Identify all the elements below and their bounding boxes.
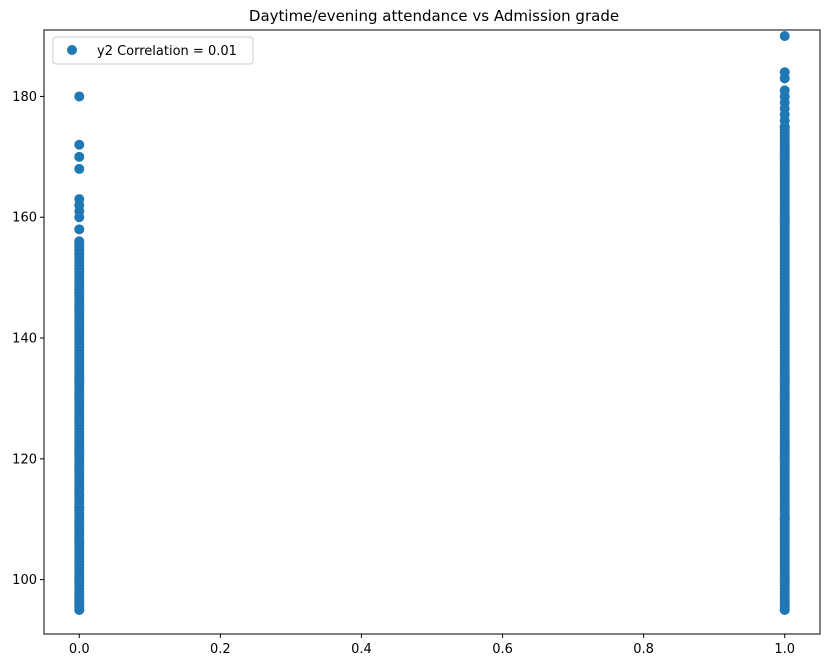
x-tick-label: 0.4 bbox=[351, 642, 372, 657]
data-point bbox=[74, 139, 85, 150]
data-point bbox=[74, 194, 85, 205]
data-point bbox=[74, 574, 85, 585]
data-point bbox=[74, 538, 85, 549]
data-point bbox=[74, 320, 85, 331]
x-tick-label: 0.0 bbox=[69, 642, 90, 657]
data-point bbox=[779, 67, 790, 78]
legend-marker bbox=[67, 45, 77, 55]
data-point bbox=[74, 484, 85, 495]
data-point bbox=[779, 514, 790, 525]
data-point bbox=[74, 429, 85, 440]
data-point bbox=[74, 91, 85, 102]
data-point bbox=[779, 85, 790, 96]
data-point bbox=[74, 224, 85, 235]
y-tick-label: 140 bbox=[12, 332, 37, 347]
x-tick-label: 0.2 bbox=[210, 642, 231, 657]
data-point bbox=[779, 453, 790, 464]
y-axis: 100 120 140 160 180 bbox=[12, 90, 44, 588]
data-point bbox=[779, 574, 790, 585]
data-point bbox=[779, 272, 790, 283]
legend-box bbox=[52, 36, 254, 65]
data-point bbox=[779, 31, 790, 42]
y-tick-label: 100 bbox=[12, 573, 37, 588]
data-point bbox=[74, 163, 85, 174]
data-point bbox=[74, 393, 85, 404]
y-tick-label: 180 bbox=[12, 90, 37, 105]
data-point bbox=[74, 339, 85, 350]
data-point bbox=[779, 151, 790, 162]
data-point bbox=[74, 302, 85, 313]
x-tick-label: 0.8 bbox=[633, 642, 654, 657]
data-point bbox=[779, 604, 790, 615]
data-point bbox=[74, 520, 85, 531]
data-point bbox=[74, 375, 85, 386]
data-point bbox=[74, 465, 85, 476]
data-point bbox=[74, 236, 85, 247]
x-tick-label: 0.6 bbox=[492, 642, 513, 657]
data-point bbox=[74, 248, 85, 259]
data-point bbox=[779, 333, 790, 344]
chart-title: Daytime/evening attendance vs Admission … bbox=[249, 7, 619, 25]
plot-area bbox=[43, 29, 821, 635]
data-point bbox=[74, 284, 85, 295]
data-point bbox=[779, 393, 790, 404]
data-point bbox=[74, 266, 85, 277]
data-point bbox=[74, 502, 85, 513]
legend-label: y2 Correlation = 0.01 bbox=[97, 44, 237, 59]
data-point bbox=[74, 151, 85, 162]
data-point bbox=[74, 556, 85, 567]
y-tick-label: 120 bbox=[12, 452, 37, 467]
data-point bbox=[779, 212, 790, 223]
data-point bbox=[74, 411, 85, 422]
data-point bbox=[74, 447, 85, 458]
legend: y2 Correlation = 0.01 bbox=[52, 36, 254, 65]
x-axis: 0.0 0.2 0.4 0.6 0.8 1.0 bbox=[69, 634, 795, 657]
data-point bbox=[74, 357, 85, 368]
x-tick-label: 1.0 bbox=[774, 642, 795, 657]
data-point bbox=[74, 592, 85, 603]
points-layer bbox=[74, 31, 790, 615]
y-tick-label: 160 bbox=[12, 211, 37, 226]
